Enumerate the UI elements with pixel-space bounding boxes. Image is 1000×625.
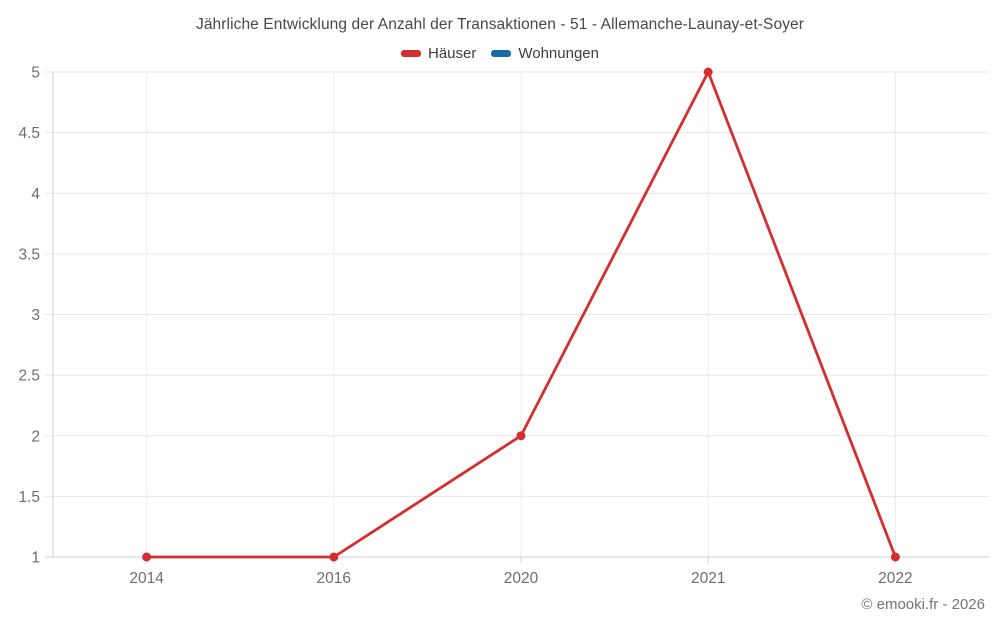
legend-swatch-haeuser — [401, 50, 421, 57]
y-axis-tick-label: 5 — [31, 65, 40, 82]
legend-item-wohnungen[interactable]: Wohnungen — [491, 45, 599, 62]
data-point-häuser[interactable] — [329, 552, 339, 562]
y-axis-tick-label: 4 — [31, 186, 40, 203]
legend-label-wohnungen: Wohnungen — [518, 45, 599, 62]
y-axis-tick-label: 2.5 — [18, 368, 40, 385]
y-axis-tick-label: 2 — [31, 428, 40, 445]
y-axis-tick-label: 3.5 — [18, 246, 40, 263]
legend-swatch-wohnungen — [491, 50, 512, 57]
data-point-häuser[interactable] — [703, 67, 713, 77]
data-point-häuser[interactable] — [890, 552, 900, 562]
x-axis-tick-label: 2016 — [317, 570, 351, 587]
chart-title: Jährliche Entwicklung der Anzahl der Tra… — [195, 16, 805, 33]
legend-item-haeuser[interactable]: Häuser — [401, 45, 476, 62]
x-axis-tick-label: 2014 — [129, 570, 164, 587]
data-point-häuser[interactable] — [516, 431, 526, 441]
y-axis-tick-label: 1.5 — [18, 489, 40, 506]
y-axis-tick-label: 1 — [31, 550, 40, 567]
x-axis-tick-label: 2020 — [504, 570, 539, 587]
x-axis-tick-label: 2022 — [878, 570, 912, 587]
credit-text: © emooki.fr - 2026 — [861, 596, 985, 613]
legend-label-haeuser: Häuser — [428, 45, 477, 62]
y-axis-tick-label: 3 — [31, 307, 40, 324]
data-point-häuser[interactable] — [142, 552, 152, 562]
x-axis-tick-label: 2021 — [691, 570, 725, 587]
legend: Häuser Wohnungen — [0, 45, 1000, 62]
y-axis-tick-label: 4.5 — [18, 125, 40, 142]
